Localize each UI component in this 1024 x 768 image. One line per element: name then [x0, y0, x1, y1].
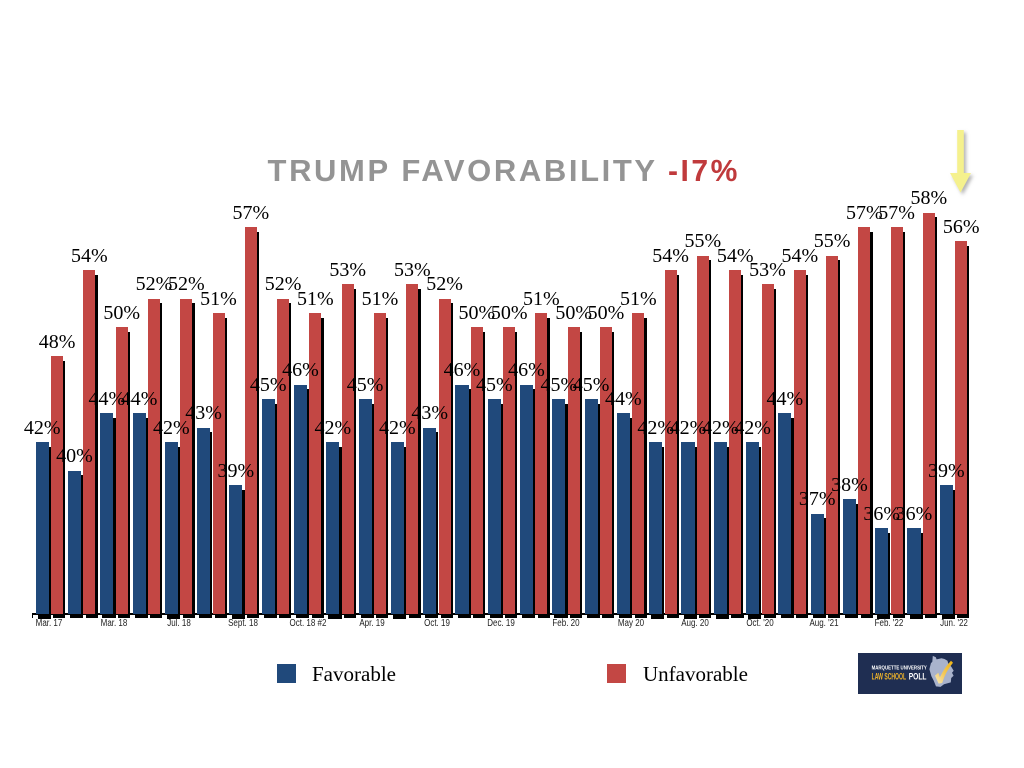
svg-text:MARQUETTE UNIVERSITY: MARQUETTE UNIVERSITY	[872, 665, 928, 671]
svg-text:LAW SCHOOL: LAW SCHOOL	[872, 672, 907, 682]
svg-text:POLL: POLL	[909, 672, 927, 682]
